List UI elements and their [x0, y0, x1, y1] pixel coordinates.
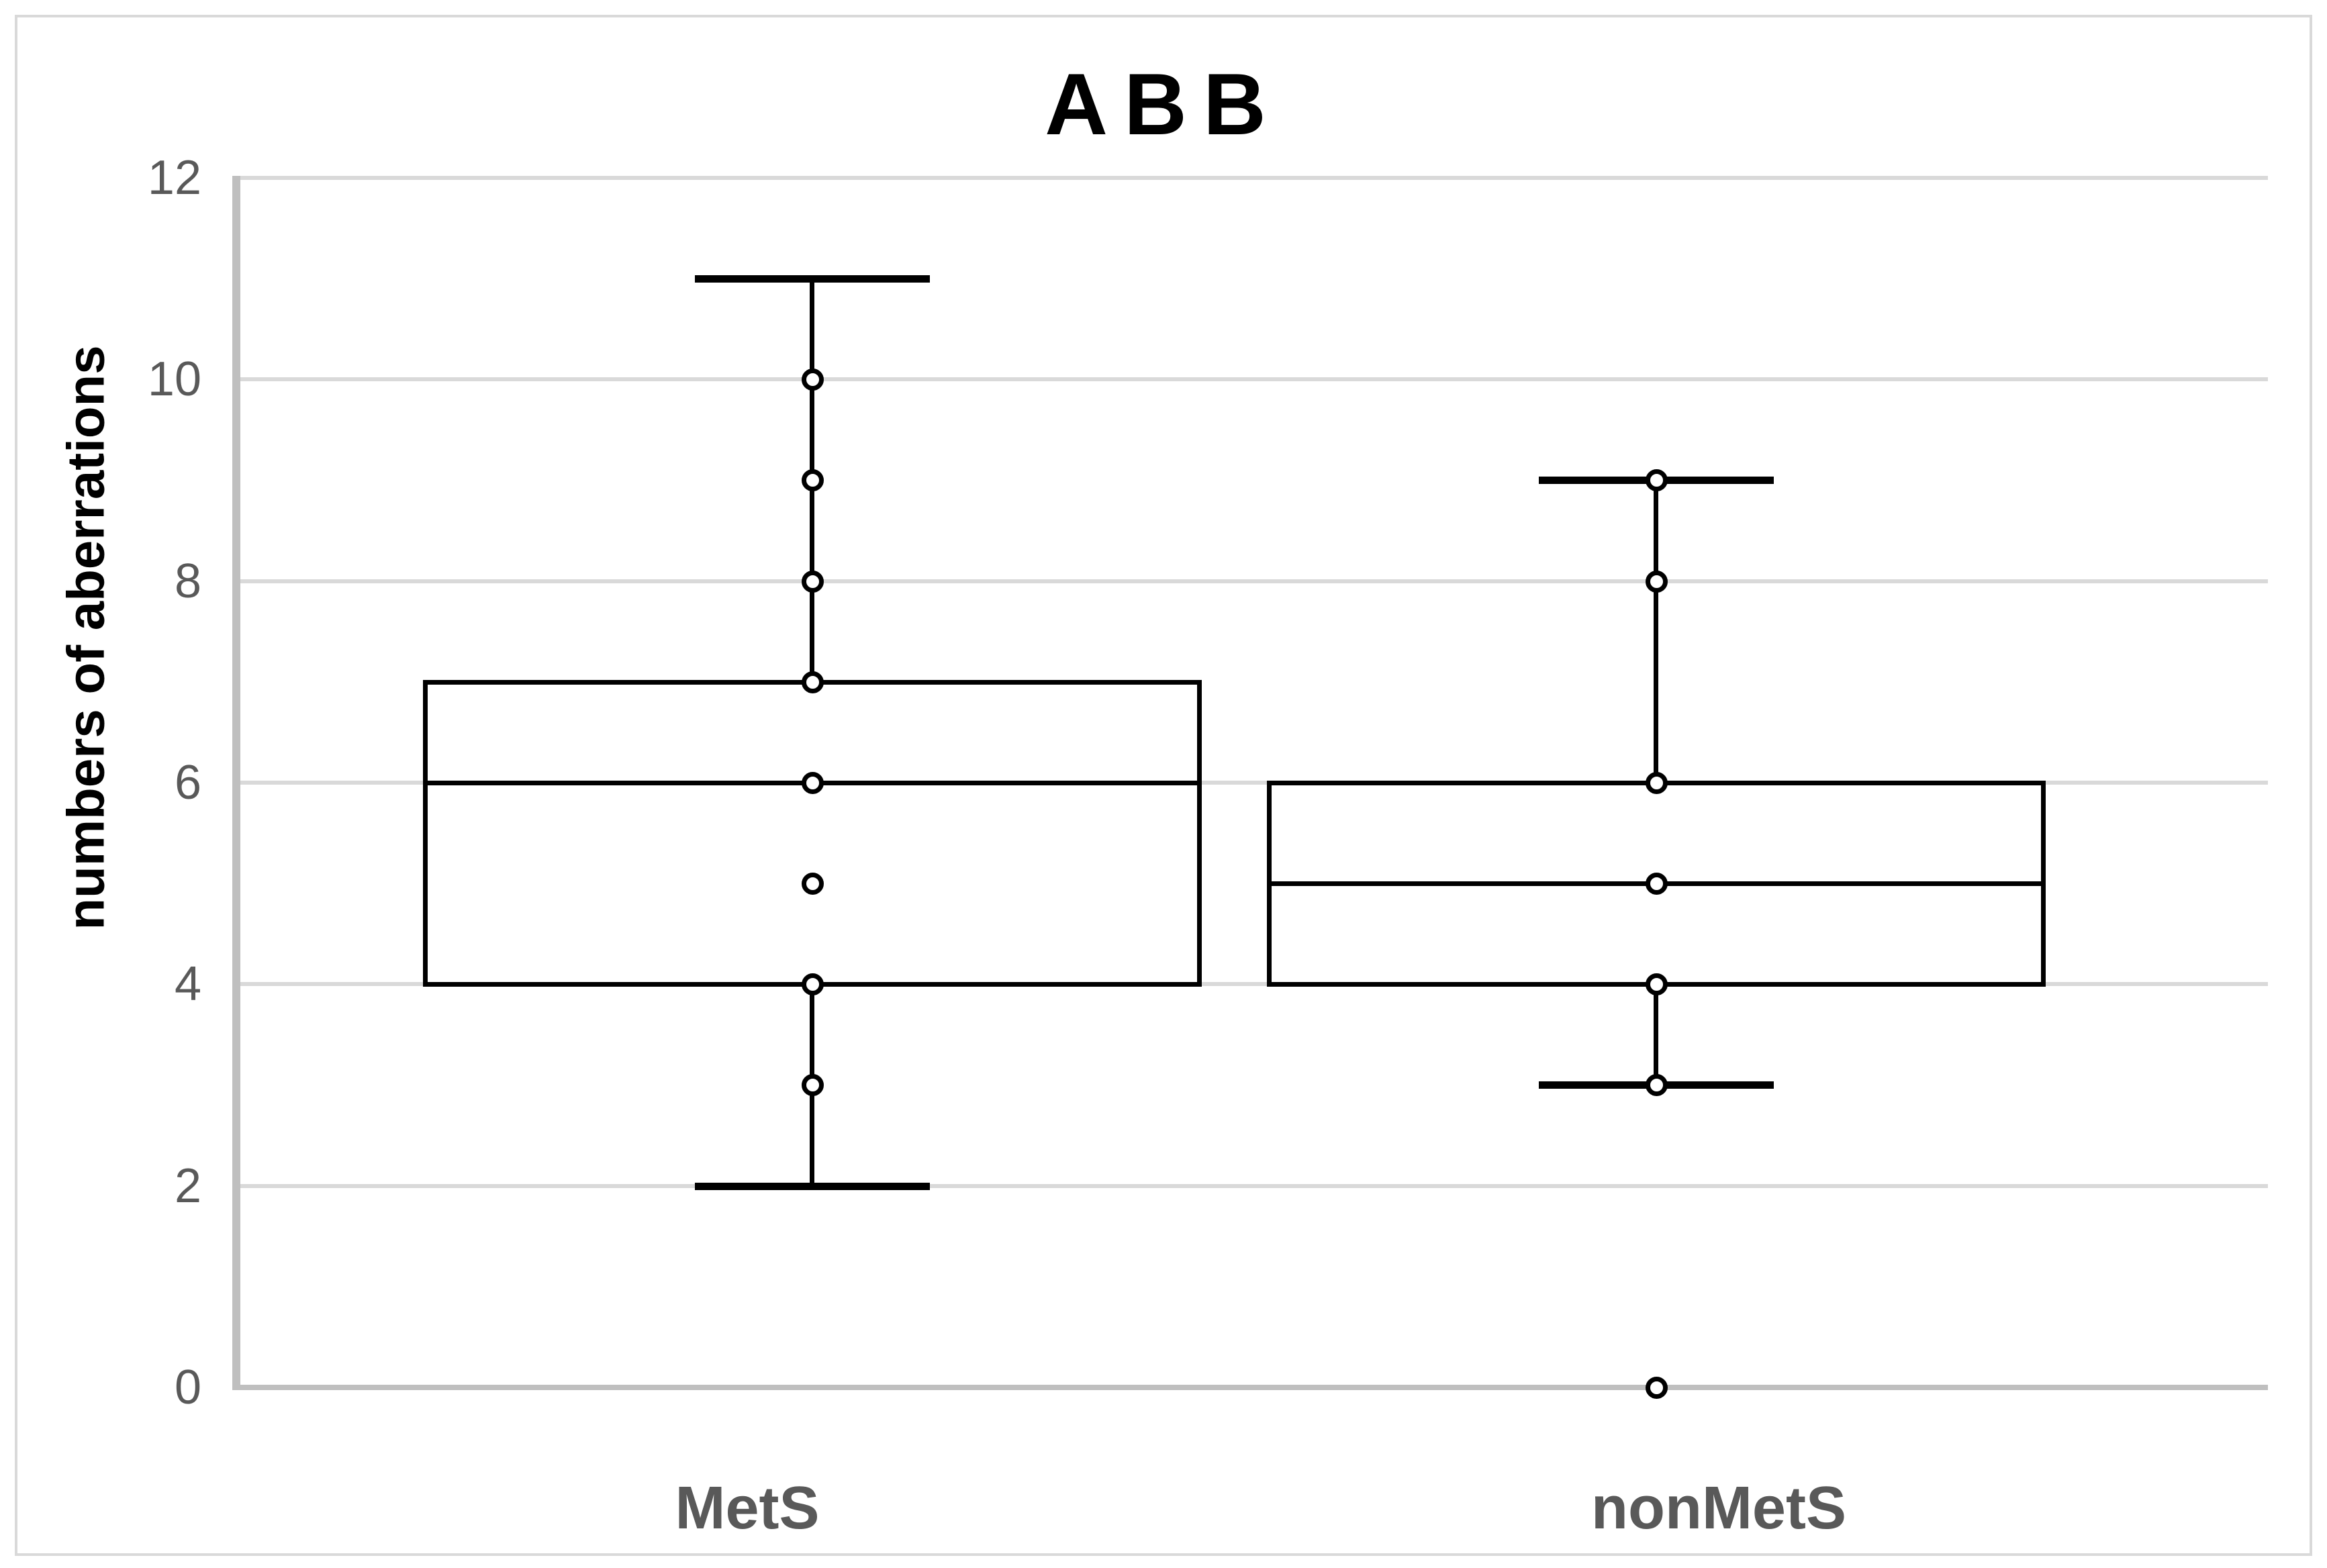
chart-title: ABB — [1045, 55, 1282, 153]
gridline-6 — [240, 780, 2268, 785]
whisker-cap-top-mets — [695, 275, 930, 283]
y-tick-label-12: 12 — [147, 150, 201, 205]
whisker-lower-nonmets — [1654, 984, 1658, 1085]
iqr-box-mets — [423, 679, 1202, 987]
data-point-mets-10 — [802, 369, 824, 391]
data-point-mets-8 — [802, 570, 824, 593]
data-point-nonmets-6 — [1646, 771, 1668, 794]
whisker-upper-nonmets — [1654, 480, 1658, 783]
gridline-4 — [240, 982, 2268, 987]
figure-border — [15, 15, 2312, 1556]
y-tick-label-8: 8 — [174, 554, 201, 608]
gridline-10 — [240, 377, 2268, 382]
data-point-mets-4 — [802, 973, 824, 996]
y-axis-title: numbers of aberrations — [56, 345, 115, 930]
gridline-12 — [240, 175, 2268, 180]
data-point-nonmets-8 — [1646, 570, 1668, 593]
gridline-2 — [240, 1183, 2268, 1188]
gridline-8 — [240, 579, 2268, 583]
data-point-mets-5 — [802, 873, 824, 895]
data-point-mets-9 — [802, 469, 824, 492]
whisker-cap-bottom-mets — [695, 1182, 930, 1190]
y-tick-label-0: 0 — [174, 1361, 201, 1414]
category-label-nonmets: nonMetS — [1591, 1475, 1846, 1542]
x-axis-line — [232, 1385, 2268, 1390]
y-tick-label-2: 2 — [174, 1159, 201, 1213]
data-point-nonmets-5 — [1646, 873, 1668, 895]
category-label-mets: MetS — [675, 1475, 820, 1542]
data-point-nonmets-9 — [1646, 469, 1668, 492]
data-point-mets-6 — [802, 771, 824, 794]
data-point-nonmets-4 — [1646, 973, 1668, 996]
data-point-mets-3 — [802, 1074, 824, 1097]
y-tick-label-4: 4 — [174, 957, 201, 1012]
y-axis-line — [232, 175, 240, 1390]
data-point-mets-7 — [802, 671, 824, 693]
data-point-nonmets-3 — [1646, 1074, 1668, 1097]
data-point-nonmets-0 — [1646, 1377, 1668, 1399]
y-tick-label-6: 6 — [174, 755, 201, 810]
y-tick-label-10: 10 — [147, 352, 201, 407]
